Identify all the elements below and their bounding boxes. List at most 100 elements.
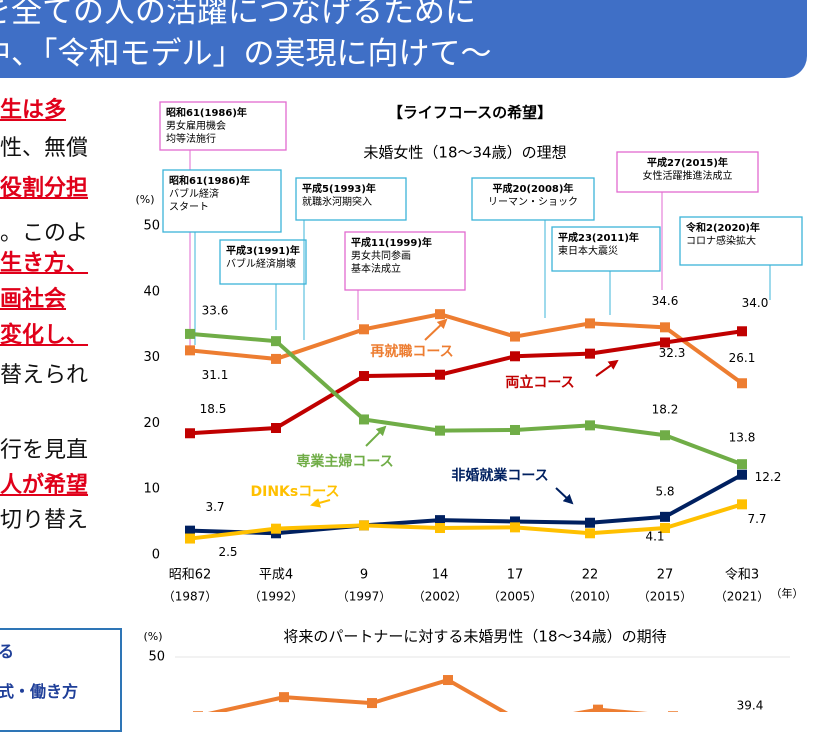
y-unit: (%) xyxy=(143,630,162,643)
event-text: 平成3(1991)年 xyxy=(226,244,300,257)
event-box xyxy=(551,226,661,272)
x-tick-year: （1992） xyxy=(249,590,304,604)
value-label: 39.4 xyxy=(737,699,764,713)
value-label: 34.6 xyxy=(652,294,679,308)
point-marker xyxy=(185,328,195,339)
event-text: 平成11(1999)年 xyxy=(351,236,432,249)
left-text: 行を見直 xyxy=(0,438,89,463)
point-marker xyxy=(359,414,369,425)
point-marker xyxy=(359,371,369,382)
point-marker xyxy=(510,516,520,527)
series-arrow xyxy=(595,359,619,377)
x-tick-year: （2010） xyxy=(563,590,618,604)
point-marker xyxy=(435,369,445,380)
box-text: る xyxy=(0,642,15,661)
event-text: リーマン・ショック xyxy=(488,196,578,208)
x-tick-year: （1987） xyxy=(163,590,218,604)
event-text: 平成27(2015)年 xyxy=(647,156,728,169)
value-label: 13.8 xyxy=(729,431,756,445)
x-tick-year: （2021） xyxy=(715,590,770,604)
y-tick-label: 50 xyxy=(148,650,165,665)
chart: 【ライフコースの希望】未婚女性（18〜34歳）の理想 (%) 0 10 20 30 40 50… xyxy=(135,101,804,713)
x-tick-year: （2015） xyxy=(638,590,693,604)
point-marker xyxy=(435,523,445,534)
header-line: を全ての人の活躍につなげるために xyxy=(0,0,476,30)
value-label: 18.2 xyxy=(652,403,679,417)
value-label: 26.1 xyxy=(729,351,756,365)
left-text: 切り替え xyxy=(0,508,89,533)
point-marker xyxy=(585,420,595,431)
event-text: 令和2(2020)年 xyxy=(685,221,760,234)
point-marker xyxy=(435,309,445,320)
value-label: 31.1 xyxy=(202,368,229,382)
left-text: 性、無償 xyxy=(0,136,89,161)
x-tick-label: 9 xyxy=(360,568,368,583)
y-tick-label: 50 xyxy=(143,219,160,234)
event-text: バブル経済 xyxy=(169,187,219,200)
point-marker xyxy=(737,499,747,510)
point-marker xyxy=(271,423,281,434)
point-marker xyxy=(510,424,520,435)
point-marker xyxy=(737,378,747,389)
x-tick-year: （2005） xyxy=(488,590,543,604)
x-tick-year: （1997） xyxy=(337,590,392,604)
point-marker xyxy=(510,351,520,362)
point-marker xyxy=(435,515,445,526)
series-name: 両立コース xyxy=(505,374,574,391)
point-marker xyxy=(737,459,747,470)
point-marker xyxy=(585,517,595,528)
left-text: 変化し、 xyxy=(0,323,89,348)
value-label: 5.8 xyxy=(655,484,674,498)
series-line xyxy=(189,331,743,467)
point-marker xyxy=(660,523,670,534)
value-label: 4.1 xyxy=(645,530,664,544)
x-tick-label: 27 xyxy=(657,568,674,583)
event-text: コロナ感染拡大 xyxy=(686,234,756,247)
value-label: 34.0 xyxy=(742,296,769,310)
point-marker xyxy=(271,523,281,534)
x-tick-label: 平成4 xyxy=(259,568,293,583)
point-marker xyxy=(510,331,520,342)
event-text: 平成5(1993)年 xyxy=(302,182,376,195)
x-tick-label: 14 xyxy=(432,568,449,583)
series-name: 専業主婦コース xyxy=(296,453,393,470)
x-tick-label: 令和3 xyxy=(725,568,759,583)
series-arrow xyxy=(555,487,574,505)
point-marker xyxy=(585,318,595,329)
series-line xyxy=(189,472,743,536)
value-label: 33.6 xyxy=(202,303,229,317)
event-text: スタート xyxy=(169,201,209,213)
series-line xyxy=(207,677,648,712)
point-marker xyxy=(585,528,595,539)
point-marker xyxy=(737,469,747,480)
y-tick-label: 30 xyxy=(143,350,160,365)
x-tick-label: 昭和62 xyxy=(169,568,212,583)
chart-title: 【ライフコースの希望】 xyxy=(388,104,552,122)
box-text: 式・働き方 xyxy=(0,682,79,701)
x-unit: （年） xyxy=(771,586,804,600)
event-text: 就職氷河期突入 xyxy=(302,195,372,208)
event-box xyxy=(162,169,282,233)
event-text: 平成23(2011)年 xyxy=(558,231,639,244)
chart-title: 将来のパートナーに対する未婚男性（18〜34歳）の期待 xyxy=(283,628,666,646)
point-marker xyxy=(279,692,289,703)
y-tick-label: 20 xyxy=(143,416,160,431)
point-marker xyxy=(585,348,595,359)
event-text: 基本法成立 xyxy=(351,262,401,275)
series-name: 再就職コース xyxy=(370,343,453,360)
event-box xyxy=(219,239,307,285)
left-text: 役割分担 xyxy=(0,176,89,201)
point-marker xyxy=(271,336,281,347)
point-marker xyxy=(593,704,603,712)
point-marker xyxy=(185,525,195,536)
event-box xyxy=(159,101,287,151)
left-text: 替えられ xyxy=(0,363,89,388)
series-arrow xyxy=(310,498,331,508)
point-marker xyxy=(185,533,195,544)
y-tick-label: 0 xyxy=(152,548,160,563)
header-line: 中、「令和モデル」の実現に向けて〜 xyxy=(0,36,492,72)
left-text: 。このよ xyxy=(0,221,89,246)
event-text: 男女雇用機会 xyxy=(166,119,226,132)
value-label: 3.7 xyxy=(205,500,224,514)
